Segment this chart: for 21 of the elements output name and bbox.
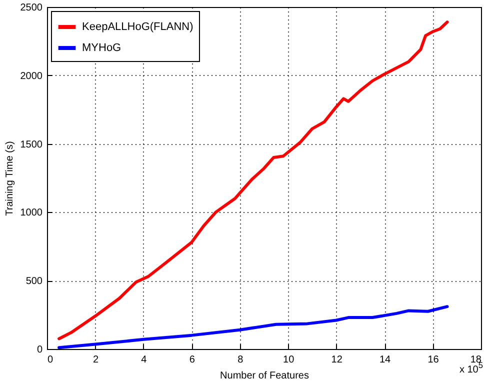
x-tick-label: 12 xyxy=(331,354,343,366)
y-tick-label: 2500 xyxy=(20,2,43,14)
x-axis-title: Number of Features xyxy=(220,370,309,381)
y-tick-label: 1000 xyxy=(20,208,43,219)
legend-label: MYHoG xyxy=(82,42,122,54)
x-tick-label: 8 xyxy=(238,354,244,366)
x-tick-label: 4 xyxy=(141,354,148,366)
y-tick-label: 1500 xyxy=(20,139,43,150)
x-tick-label: 14 xyxy=(379,354,392,366)
legend-label: KeepALLHoG(FLANN) xyxy=(82,21,194,33)
y-tick-label: 2000 xyxy=(20,70,43,82)
x-tick-label: 6 xyxy=(189,354,196,366)
line-series xyxy=(58,20,449,340)
line-series xyxy=(58,305,449,350)
y-axis-title: Training Time (s) xyxy=(4,141,16,216)
x-tick-label: 10 xyxy=(283,354,295,366)
y-tick-label: 500 xyxy=(26,276,43,288)
x-tick-label: 2 xyxy=(92,354,99,366)
y-tick-label: 0 xyxy=(36,344,43,356)
x-tick-label: 0 xyxy=(48,354,54,366)
x-tick-label: 16 xyxy=(428,354,440,366)
